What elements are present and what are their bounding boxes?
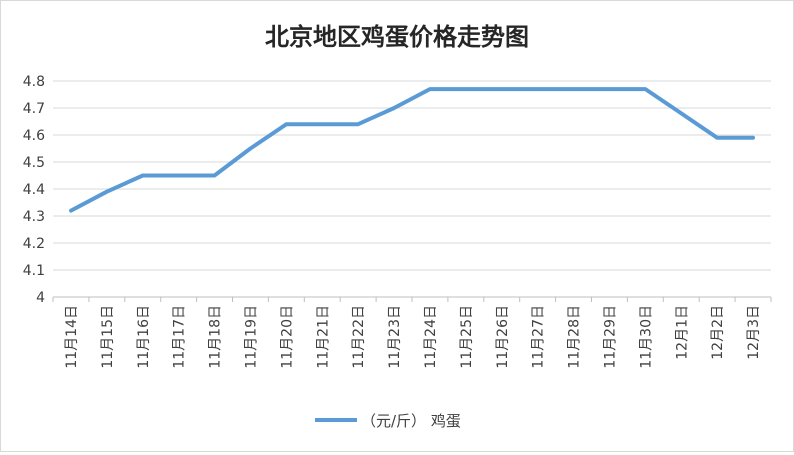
x-tick-label: 11月16日 — [136, 305, 152, 369]
y-tick-label: 4.8 — [23, 74, 45, 90]
x-tick-label: 11月28日 — [567, 305, 583, 369]
gridlines — [53, 80, 771, 271]
x-tick-label: 11月29日 — [602, 305, 618, 369]
x-tick-labels: 11月14日 11月15日 11月16日 11月17日 11月18日 11月19日 11月2… — [64, 305, 762, 369]
x-tick-label: 11月14日 — [64, 305, 80, 369]
x-tick-label: 11月30日 — [638, 305, 654, 369]
x-tick-label: 12月2日 — [710, 305, 726, 360]
legend: （元/斤） 鸡蛋 — [315, 412, 461, 430]
x-tick-label: 12月3日 — [746, 305, 762, 360]
y-tick-labels: 4 4.1 4.2 4.3 4.4 4.5 4.6 4.7 4.8 — [23, 74, 45, 306]
series-layer — [69, 87, 755, 213]
x-tick-label: 12月1日 — [674, 305, 690, 360]
legend-label: （元/斤） 鸡蛋 — [361, 412, 461, 430]
x-tick-label: 11月18日 — [208, 305, 224, 369]
x-tick-label: 11月22日 — [351, 305, 367, 369]
y-tick-label: 4.4 — [23, 182, 45, 198]
x-tick-label: 11月24日 — [423, 305, 439, 369]
y-tick-label: 4.3 — [23, 209, 45, 225]
chart-title: 北京地区鸡蛋价格走势图 — [265, 23, 529, 51]
y-tick-label: 4.1 — [23, 263, 45, 279]
x-tick-label: 11月20日 — [279, 305, 295, 369]
x-tick-label: 11月15日 — [100, 305, 116, 369]
axes — [52, 296, 772, 302]
x-tick-label: 11月27日 — [531, 305, 547, 369]
x-tick-label: 11月23日 — [387, 305, 403, 369]
y-tick-label: 4.2 — [23, 236, 45, 252]
y-tick-label: 4.5 — [23, 155, 45, 171]
x-tick-label: 11月17日 — [172, 305, 188, 369]
y-tick-label: 4 — [36, 290, 45, 306]
x-tick-label: 11月25日 — [459, 305, 475, 369]
x-tick-label: 11月26日 — [495, 305, 511, 369]
y-tick-label: 4.7 — [23, 101, 45, 117]
x-tick-label: 11月21日 — [315, 305, 331, 369]
series-line — [69, 87, 755, 213]
x-tick-label: 11月19日 — [243, 305, 259, 369]
y-tick-label: 4.6 — [23, 128, 45, 144]
